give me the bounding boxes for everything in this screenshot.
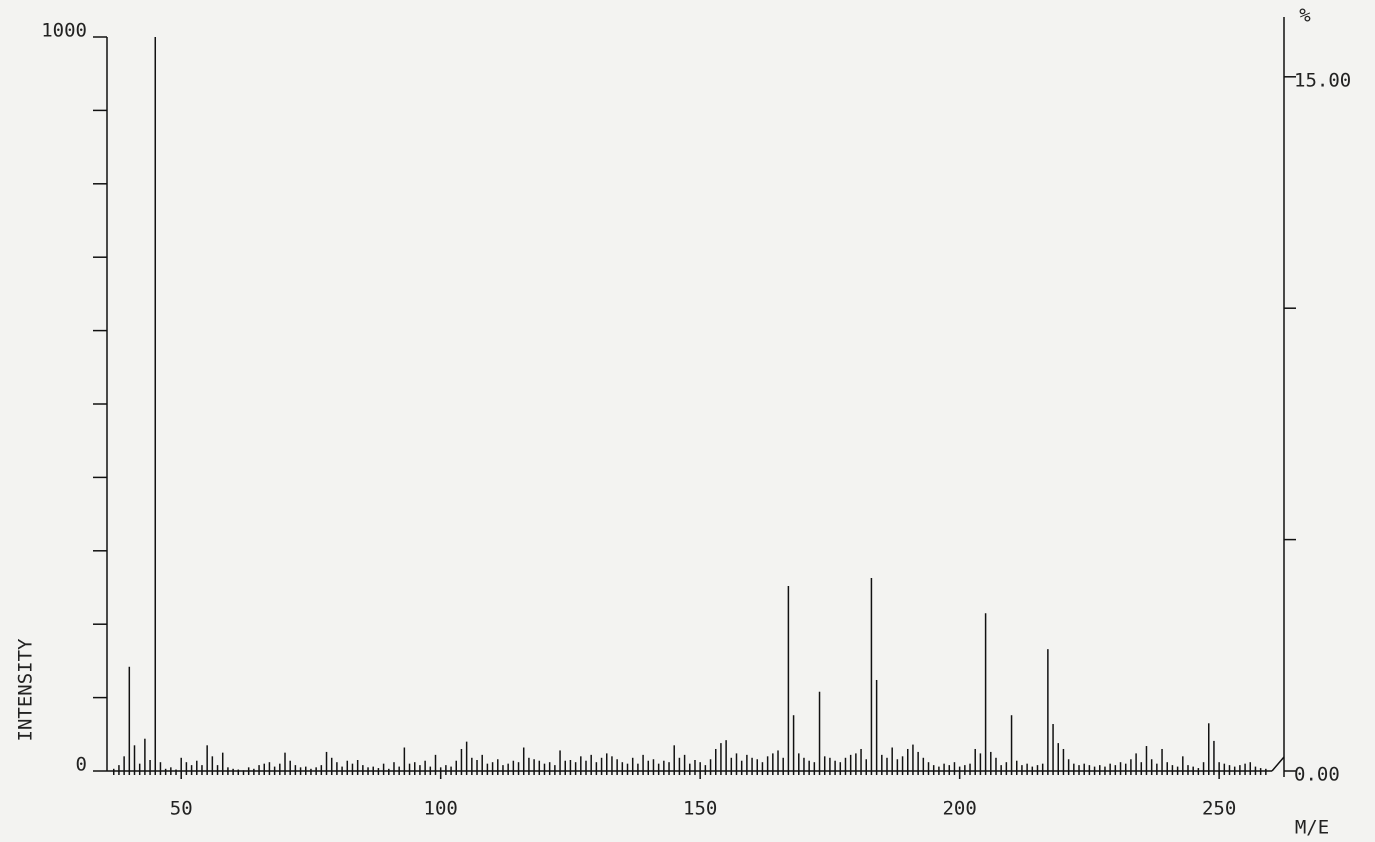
x-tick-label: 50: [170, 798, 193, 820]
x-tick-label: 250: [1202, 798, 1236, 820]
y-tick-label: 1000: [41, 20, 87, 42]
y2-tick-label: 0.00: [1294, 764, 1340, 786]
y-axis-label: INTENSITY: [15, 638, 37, 742]
x-tick-label: 150: [683, 798, 717, 820]
x-tick-label: 100: [424, 798, 458, 820]
axis-corner: [1271, 756, 1285, 772]
x-tick-label: 200: [942, 798, 976, 820]
y2-tick-label: 15.00: [1294, 69, 1351, 91]
y2-axis-label: %: [1299, 5, 1311, 27]
y-tick-label: 0: [76, 754, 87, 776]
x-axis-label: M/E: [1295, 817, 1329, 839]
